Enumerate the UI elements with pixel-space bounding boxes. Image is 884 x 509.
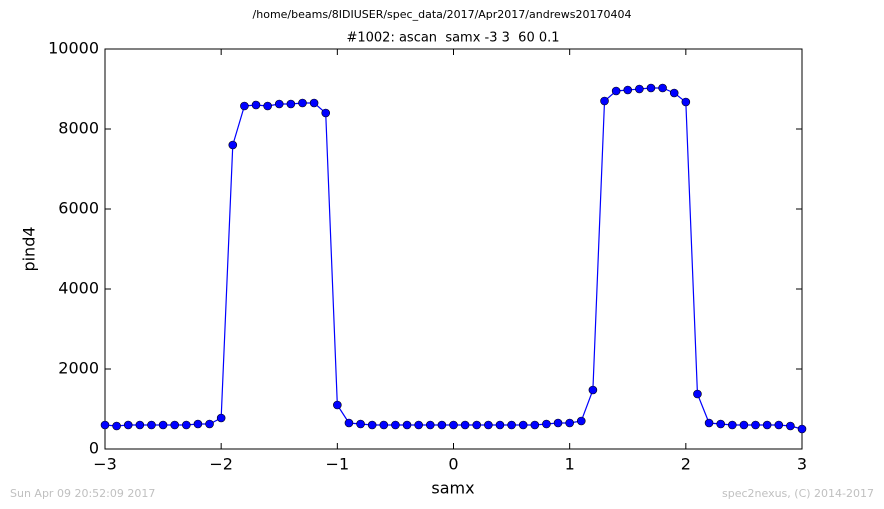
data-point [518, 420, 528, 430]
data-point [786, 421, 795, 431]
data-point [774, 420, 784, 430]
data-point [681, 97, 691, 107]
data-point [123, 420, 133, 430]
data-point [751, 420, 760, 430]
y-tick-label: 0 [89, 439, 99, 458]
data-point [170, 420, 179, 430]
data-point [669, 88, 679, 98]
data-point [402, 420, 412, 430]
data-point [588, 385, 598, 395]
y-tick-label: 6000 [58, 199, 99, 218]
x-tick-label: −3 [93, 455, 117, 474]
x-tick-label: 2 [681, 455, 691, 474]
data-point [309, 98, 319, 108]
data-point [472, 420, 482, 430]
data-point [495, 420, 505, 430]
data-line [104, 87, 803, 430]
data-point [704, 418, 714, 428]
data-point [553, 418, 563, 428]
data-point [182, 420, 191, 430]
data-point [425, 420, 435, 430]
chart-title: #1002: ascan samx -3 3 60 0.1 [346, 31, 559, 46]
x-tick-label: 3 [797, 455, 807, 474]
data-point [437, 420, 447, 430]
data-point [542, 419, 551, 429]
data-point [449, 420, 458, 430]
data-point [228, 140, 238, 150]
data-point [367, 420, 377, 430]
data-point [147, 420, 156, 430]
data-point [286, 99, 296, 109]
x-tick-label: −1 [326, 455, 350, 474]
data-point [298, 98, 307, 108]
y-axis-label: pind4 [20, 226, 39, 271]
data-point [100, 420, 110, 430]
data-point [251, 100, 261, 110]
suptitle: /home/beams/8IDIUSER/spec_data/2017/Apr2… [253, 8, 632, 21]
data-point [333, 400, 342, 410]
data-point [321, 108, 331, 118]
x-tick-label: 1 [565, 455, 575, 474]
data-point [460, 420, 470, 430]
data-point [658, 83, 667, 93]
data-point [635, 84, 644, 94]
y-tick-label: 8000 [58, 119, 99, 138]
data-point [344, 418, 354, 428]
data-point [216, 413, 226, 423]
data-point [623, 85, 633, 95]
data-point [762, 420, 772, 430]
timestamp: Sun Apr 09 20:52:09 2017 [10, 487, 155, 500]
x-tick-label: −2 [209, 455, 233, 474]
data-point [507, 420, 516, 430]
data-point [484, 420, 493, 430]
data-point [611, 86, 621, 96]
data-point [797, 424, 807, 434]
data-point [274, 99, 284, 109]
data-point [739, 420, 749, 430]
data-point [565, 418, 574, 428]
data-point [205, 419, 214, 429]
data-point [379, 420, 389, 430]
data-point [240, 101, 249, 111]
data-point [693, 389, 702, 399]
data-point [158, 420, 168, 430]
data-point [646, 83, 656, 93]
credit: spec2nexus, (C) 2014-2017 [722, 487, 874, 500]
data-point [391, 420, 400, 430]
data-point [356, 419, 365, 429]
y-tick-label: 4000 [58, 279, 99, 298]
data-point [576, 416, 586, 426]
data-point [716, 419, 725, 429]
data-point [600, 96, 609, 106]
y-tick-label: 2000 [58, 359, 99, 378]
data-point [263, 101, 272, 111]
data-point [112, 421, 121, 431]
data-point [414, 420, 423, 430]
y-tick-label: 10000 [48, 39, 99, 58]
data-point [135, 420, 145, 430]
data-point [530, 420, 540, 430]
data-point [727, 420, 737, 430]
data-point [193, 419, 203, 429]
x-axis-label: samx [431, 479, 474, 498]
x-tick-label: 0 [448, 455, 458, 474]
